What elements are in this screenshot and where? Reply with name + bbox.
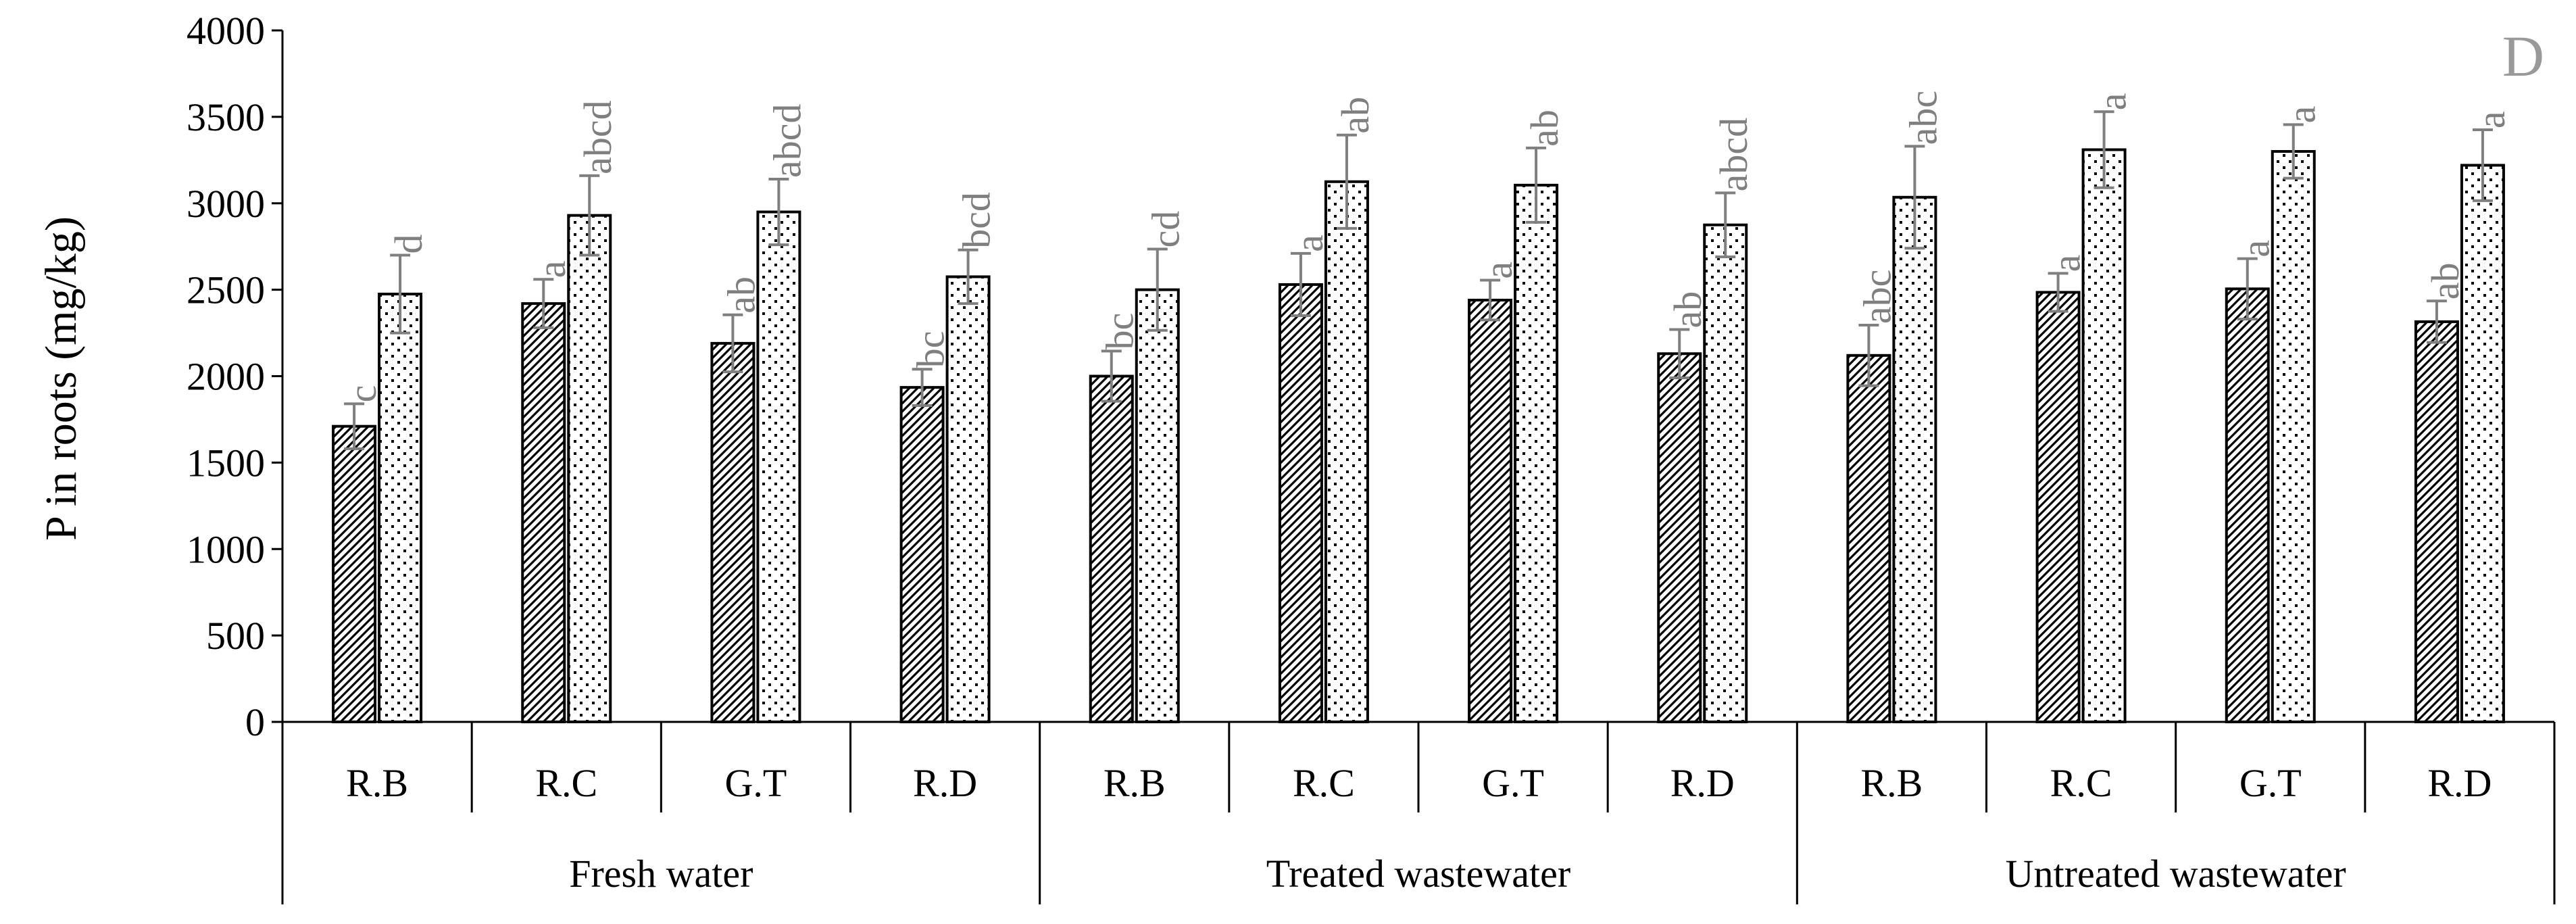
significance-label: a xyxy=(2045,255,2089,272)
significance-label: abcd xyxy=(1712,118,1756,192)
significance-label: a xyxy=(2091,93,2135,110)
x-category-label: R.D xyxy=(1670,761,1735,805)
x-category-label: R.C xyxy=(2050,761,2112,805)
significance-label: abcd xyxy=(576,100,620,174)
y-tick-label: 2500 xyxy=(187,268,265,312)
x-group-label: Fresh water xyxy=(569,852,753,896)
y-tick-label: 2000 xyxy=(187,355,265,399)
significance-label: ab xyxy=(1666,291,1710,329)
y-tick-label: 1000 xyxy=(187,527,265,571)
bar-dotted xyxy=(2271,150,2316,723)
significance-label: a xyxy=(1477,262,1520,279)
bar-hatched xyxy=(710,341,756,724)
bar-dotted xyxy=(1703,223,1748,723)
bar-dotted xyxy=(1514,183,1559,723)
y-tick-label: 3000 xyxy=(187,182,265,226)
significance-label: a xyxy=(2469,111,2513,128)
panel-letter: D xyxy=(2502,24,2544,89)
bar-dotted xyxy=(378,293,423,723)
significance-label: bc xyxy=(1098,313,1142,350)
bar-dotted xyxy=(2081,148,2127,723)
bar-hatched xyxy=(1468,298,1513,724)
bar-hatched xyxy=(332,424,377,723)
significance-label: cd xyxy=(1144,211,1188,248)
significance-label: abc xyxy=(1901,91,1945,145)
bar-dotted xyxy=(1135,288,1180,723)
x-category-label: R.D xyxy=(2427,761,2492,805)
significance-label: a xyxy=(1287,235,1331,252)
x-category-label: R.B xyxy=(346,761,408,805)
significance-label: bcd xyxy=(955,192,999,249)
significance-label: bc xyxy=(909,331,953,368)
significance-label: ab xyxy=(1333,97,1377,134)
bar-dotted xyxy=(1324,180,1369,723)
significance-label: d xyxy=(387,234,430,253)
x-group-label: Treated wastewater xyxy=(1266,852,1570,896)
x-category-label: G.T xyxy=(2239,761,2302,805)
significance-label: ab xyxy=(1522,110,1566,147)
y-tick-label: 500 xyxy=(206,614,265,658)
y-tick-label: 0 xyxy=(245,700,265,744)
y-axis-title: P in roots (mg/kg) xyxy=(36,216,86,541)
bar-dotted xyxy=(2460,164,2505,724)
bar-hatched xyxy=(2225,287,2270,723)
x-category-label: R.B xyxy=(1860,761,1923,805)
bar-hatched xyxy=(1846,354,1891,723)
chart-bars xyxy=(332,110,2505,724)
significance-label: ab xyxy=(2423,262,2467,299)
x-category-label: R.C xyxy=(1293,761,1355,805)
x-category-label: R.D xyxy=(913,761,977,805)
significance-label: a xyxy=(2234,240,2278,258)
significance-label: a xyxy=(530,261,574,278)
bar-hatched xyxy=(1089,374,1134,723)
x-category-label: R.B xyxy=(1104,761,1166,805)
bar-dotted xyxy=(945,275,991,724)
significance-label: a xyxy=(2280,106,2324,124)
x-group-label: Untreated wastewater xyxy=(2006,852,2346,896)
x-category-label: R.C xyxy=(535,761,597,805)
y-tick-label: 1500 xyxy=(187,441,265,485)
x-category-label: G.T xyxy=(1482,761,1544,805)
significance-label: abc xyxy=(1855,270,1899,324)
y-tick-label: 4000 xyxy=(187,9,265,53)
chart-axes: 0 500 1000 1500 2000 2500 3000 3500 4000 xyxy=(187,9,2556,904)
bar-dotted xyxy=(567,214,612,723)
bar-dotted xyxy=(1892,195,1937,723)
bar-hatched xyxy=(1278,283,1323,723)
bar-hatched xyxy=(1657,352,1702,723)
significance-label: abcd xyxy=(765,103,809,178)
bar-hatched xyxy=(521,302,566,723)
chart-labels: R.B R.C G.T R.D R.B R.C G.T R.D R.B R.C G.T R.D Fres… xyxy=(341,91,2513,896)
bar-hatched xyxy=(899,386,945,724)
significance-label: c xyxy=(341,385,385,403)
significance-label: ab xyxy=(719,276,763,314)
bar-hatched xyxy=(2035,291,2081,723)
x-category-label: G.T xyxy=(725,761,787,805)
y-tick-label: 3500 xyxy=(187,95,265,139)
bar-dotted xyxy=(756,210,801,724)
bar-hatched xyxy=(2414,320,2459,724)
